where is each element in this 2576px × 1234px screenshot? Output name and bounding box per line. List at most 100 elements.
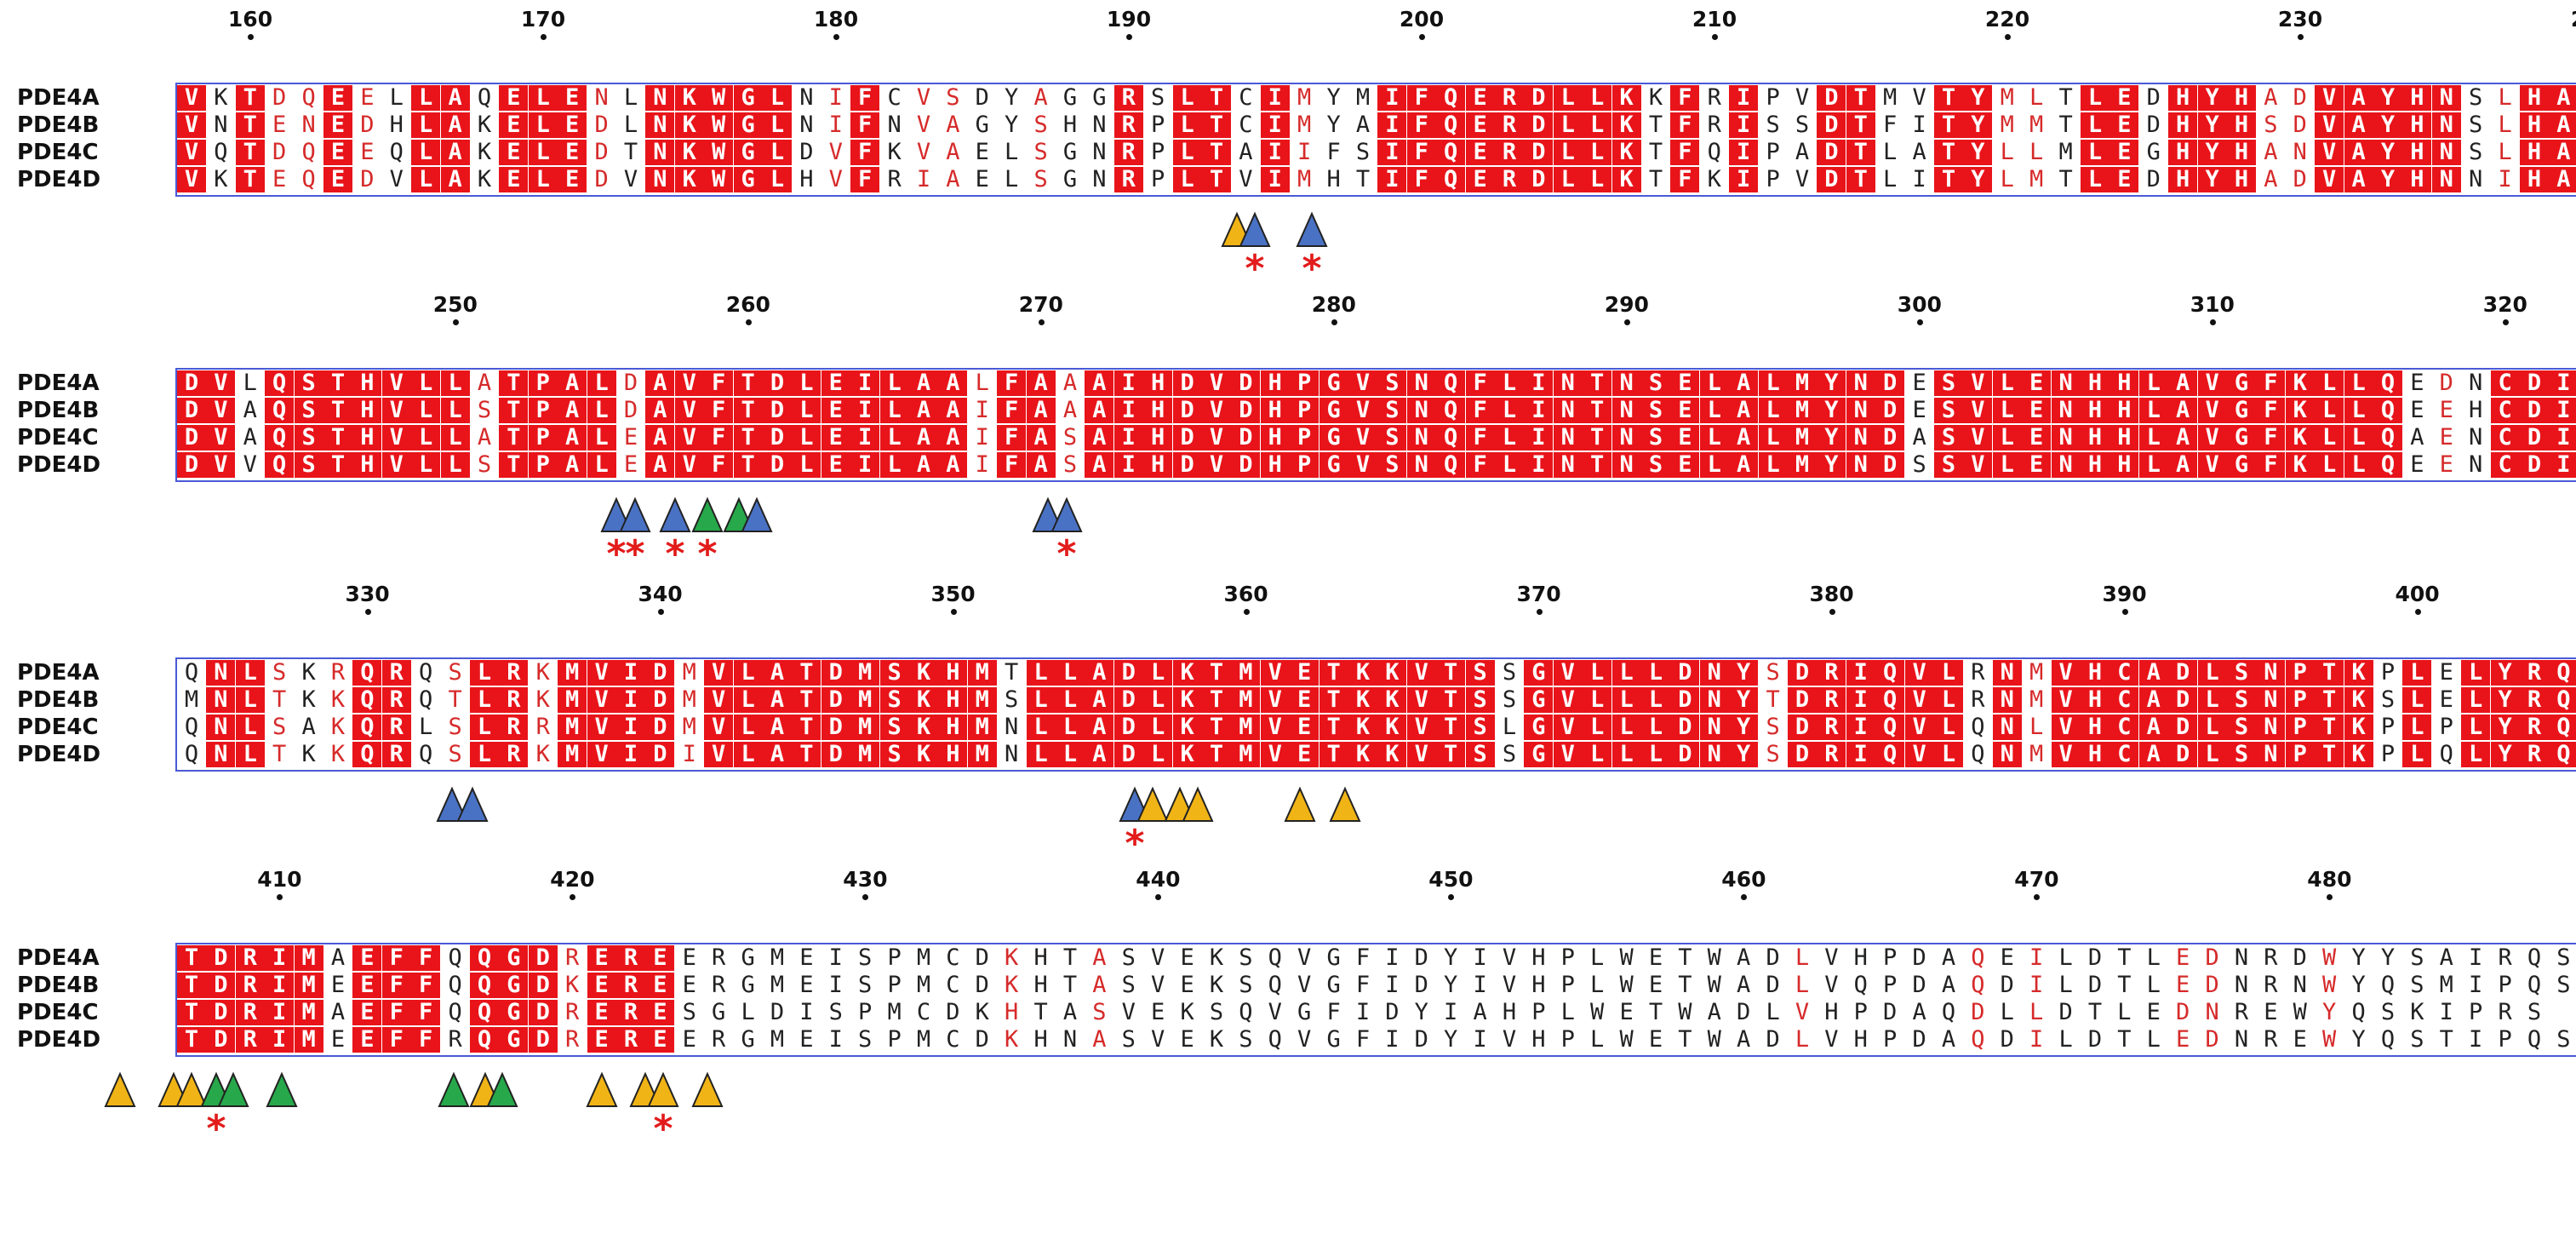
residue: E: [1648, 972, 1663, 998]
residue: D: [177, 452, 206, 478]
residue: E: [1290, 660, 1319, 686]
residue: L: [1172, 140, 1202, 165]
residue: A: [938, 398, 968, 423]
residue: R: [616, 1027, 645, 1053]
residue: L: [1795, 972, 1810, 998]
residue: L: [733, 742, 763, 767]
residue: N: [1553, 425, 1583, 451]
residue: D: [594, 112, 609, 138]
residue: T: [1319, 687, 1348, 713]
residue: L: [470, 742, 499, 767]
residue: W: [2322, 944, 2337, 971]
residue: M: [1788, 398, 1817, 423]
residue: A: [1239, 139, 1253, 165]
residue: D: [1766, 972, 1780, 998]
blue-triangle-marker: [1296, 211, 1328, 247]
residue: V: [1406, 742, 1436, 767]
residue: K: [330, 741, 346, 767]
residue: D: [2087, 972, 2103, 998]
residue: W: [704, 140, 734, 165]
residue: F: [381, 1027, 411, 1053]
residue: T: [1934, 85, 1963, 111]
residue: A: [1912, 139, 1926, 165]
residue: G: [1524, 742, 1554, 767]
residue: T: [1202, 85, 1231, 111]
residue: N: [1406, 398, 1436, 423]
residue: K: [301, 659, 316, 686]
residue: E: [587, 945, 616, 971]
residue: Q: [2527, 1026, 2542, 1053]
red-star-marker: *: [206, 1107, 226, 1151]
residue: L: [528, 85, 558, 111]
residue: L: [1583, 742, 1612, 767]
residue: D: [360, 166, 375, 192]
residue: F: [2256, 370, 2286, 396]
residue: V: [1795, 84, 1810, 111]
residue: A: [1085, 370, 1114, 396]
residue: W: [1619, 1026, 1634, 1053]
position-tick-dot: [2005, 34, 2011, 40]
residue: P: [1883, 972, 1898, 998]
position-tick-label: 450: [1428, 867, 1474, 892]
residue: T: [235, 140, 265, 165]
residue: T: [2117, 944, 2132, 971]
residue: L: [411, 112, 441, 138]
position-tick-label: 230: [2277, 7, 2323, 32]
residue: Q: [184, 659, 199, 686]
residue: E: [2293, 1026, 2307, 1053]
residue: S: [2469, 112, 2483, 138]
residue: A: [1085, 742, 1114, 767]
residue: I: [1113, 398, 1143, 423]
residue: L: [2402, 687, 2432, 713]
residue: L: [1992, 425, 2022, 451]
residue: L: [1026, 660, 1056, 686]
residue: S: [294, 398, 323, 423]
residue: C: [1239, 84, 1253, 111]
residue: V: [1406, 660, 1436, 686]
residue: N: [645, 140, 675, 165]
residue: Q: [470, 1000, 499, 1025]
residue: Y: [2197, 85, 2227, 111]
residue: F: [1465, 370, 1495, 396]
residue: V: [1297, 1026, 1312, 1053]
residue: H: [1143, 425, 1173, 451]
residue: L: [1056, 687, 1085, 713]
residue: D: [623, 397, 638, 423]
residue: M: [558, 660, 587, 686]
residue: V: [1297, 944, 1312, 971]
residue: D: [799, 139, 814, 165]
residue: Q: [1941, 999, 1956, 1025]
residue: H: [1260, 452, 1290, 478]
residue: L: [1553, 112, 1583, 138]
residue: E: [1912, 370, 1926, 396]
residue: T: [1846, 112, 1875, 138]
residue: H: [1033, 944, 1048, 971]
sequence-name: PDE4C: [17, 715, 99, 740]
residue: D: [763, 398, 792, 423]
residue: L: [1934, 687, 1963, 713]
residue: K: [214, 84, 228, 111]
residue: M: [1355, 84, 1371, 111]
residue: E: [1151, 999, 1165, 1025]
residue: L: [1992, 370, 2022, 396]
residue: D: [821, 660, 850, 686]
residue: L: [2117, 999, 2132, 1025]
position-tick-dot: [2502, 319, 2509, 325]
residue: D: [1414, 972, 1428, 998]
residue: Q: [2373, 398, 2402, 423]
residue: F: [850, 140, 880, 165]
residue: E: [2439, 397, 2453, 423]
residue: Y: [2351, 1026, 2366, 1053]
residue: D: [272, 139, 287, 165]
red-star-marker: *: [653, 1107, 673, 1151]
residue: I: [1260, 112, 1290, 138]
residue: E: [499, 140, 529, 165]
residue: K: [2285, 425, 2315, 451]
residue: A: [645, 452, 675, 478]
residue: L: [1172, 85, 1202, 111]
residue: T: [2058, 84, 2073, 111]
residue: H: [1531, 1026, 1546, 1053]
residue: G: [1326, 1026, 1341, 1053]
residue: Q: [214, 139, 228, 165]
residue: H: [2109, 398, 2139, 423]
